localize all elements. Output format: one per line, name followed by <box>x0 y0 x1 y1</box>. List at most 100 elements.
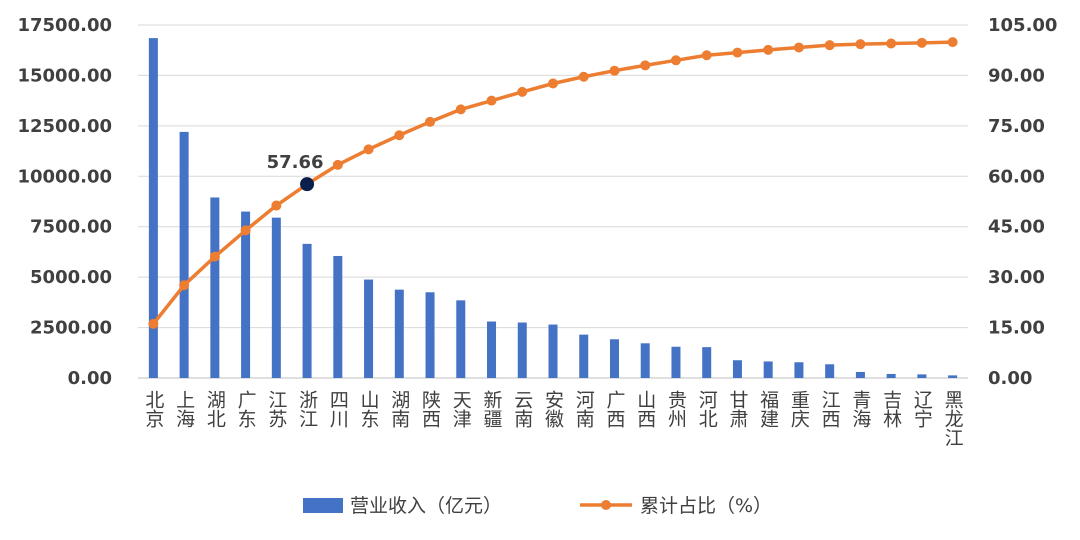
category-label: 广西 <box>603 390 625 428</box>
legend-label-bar: 营业收入（亿元） <box>350 495 502 517</box>
category-label: 山东 <box>358 390 380 428</box>
bar <box>732 360 742 378</box>
highlight-label: 57.66 <box>267 152 324 173</box>
right-tick-label: 45.00 <box>988 217 1045 238</box>
bar <box>487 321 497 378</box>
line-point <box>763 44 774 55</box>
category-label: 四川 <box>327 390 349 428</box>
bar <box>425 292 435 378</box>
category-label: 北京 <box>142 390 164 429</box>
line-point <box>578 71 589 82</box>
right-tick-label: 75.00 <box>988 116 1045 137</box>
line-point <box>886 38 897 49</box>
category-label: 甘肃 <box>726 390 748 428</box>
category-label: 吉林 <box>880 390 902 428</box>
bar <box>855 371 865 378</box>
right-axis: 0.00 15.00 30.00 45.00 60.00 75.00 90.00 105.00 <box>988 15 1057 389</box>
legend: 营业收入（亿元） 累计占比（%） <box>303 495 772 517</box>
category-label: 贵州 <box>665 390 687 428</box>
bar <box>948 375 958 378</box>
bar <box>517 322 527 378</box>
highlight-annotation: 57.66 <box>267 152 324 173</box>
line-point <box>548 78 558 89</box>
category-label: 陕西 <box>419 390 441 428</box>
category-label: 江西 <box>819 390 841 428</box>
line-point <box>670 55 681 66</box>
line-point <box>824 40 835 51</box>
line-point <box>209 251 220 262</box>
left-tick-label: 0.00 <box>68 368 112 389</box>
category-label: 云南 <box>511 390 533 428</box>
line-point <box>517 86 528 97</box>
right-tick-label: 15.00 <box>988 318 1045 339</box>
category-label: 江苏 <box>265 390 287 428</box>
line-point <box>425 116 436 127</box>
bar-series <box>148 38 958 379</box>
category-label: 河南 <box>573 390 595 428</box>
category-label: 浙江 <box>296 390 318 428</box>
category-label: 湖北 <box>204 390 226 428</box>
line-point <box>363 144 374 155</box>
category-label: 安徽 <box>542 390 564 428</box>
right-tick-label: 0.00 <box>988 368 1032 389</box>
category-label: 广东 <box>235 390 257 428</box>
bar <box>579 334 589 378</box>
bar <box>548 324 558 378</box>
category-label: 福建 <box>757 390 779 428</box>
bar <box>671 346 681 378</box>
bar <box>917 374 927 378</box>
line-point <box>732 47 743 58</box>
bar <box>640 343 650 378</box>
category-label: 青海 <box>849 390 871 428</box>
right-tick-label: 60.00 <box>988 166 1045 187</box>
line-point <box>179 280 190 291</box>
bar <box>609 339 619 378</box>
right-tick-label: 105.00 <box>988 15 1057 36</box>
bar <box>456 300 466 378</box>
bar <box>825 364 835 378</box>
line-point <box>332 159 343 170</box>
bar <box>333 255 343 378</box>
highlight-point <box>300 177 315 192</box>
line-point <box>609 65 620 76</box>
left-tick-label: 17500.00 <box>17 15 112 36</box>
category-label: 湖南 <box>388 390 410 428</box>
line-point <box>394 130 405 141</box>
line-point <box>793 42 804 53</box>
category-label: 上海 <box>173 390 195 428</box>
left-tick-label: 7500.00 <box>30 217 112 238</box>
legend-swatch-marker <box>601 500 611 510</box>
line-point <box>455 104 466 115</box>
left-tick-label: 2500.00 <box>30 318 112 339</box>
bar <box>763 361 773 378</box>
bar <box>794 362 804 378</box>
line-point <box>486 95 497 106</box>
line-point <box>947 37 958 48</box>
bar <box>702 347 712 378</box>
line-point <box>240 225 251 236</box>
category-label: 新疆 <box>481 390 503 428</box>
category-label: 河北 <box>696 390 718 428</box>
category-label: 辽宁 <box>911 390 933 428</box>
category-label: 山西 <box>634 390 656 428</box>
bar <box>302 243 312 378</box>
bar <box>364 279 374 378</box>
left-tick-label: 15000.00 <box>17 65 112 86</box>
category-label: 重庆 <box>788 390 810 428</box>
category-label: 黑龙江 <box>942 390 964 447</box>
line-point <box>271 200 282 211</box>
line-series <box>148 37 958 329</box>
left-tick-label: 12500.00 <box>17 116 112 137</box>
line-point <box>855 39 866 50</box>
legend-label-line: 累计占比（%） <box>640 495 772 517</box>
bar <box>241 211 251 378</box>
right-tick-label: 30.00 <box>988 267 1045 288</box>
bar <box>179 131 189 378</box>
line-point <box>701 50 712 61</box>
bar <box>210 197 220 378</box>
bar <box>394 289 404 378</box>
category-axis: 北京 上海 湖北 广东 江苏 浙江 四川 山东 湖南 陕西 天津 新疆 云南 安徽 河南 广西 山西 贵州 河北 甘肃… <box>142 390 963 447</box>
line-point <box>148 318 159 329</box>
bar <box>148 38 158 379</box>
